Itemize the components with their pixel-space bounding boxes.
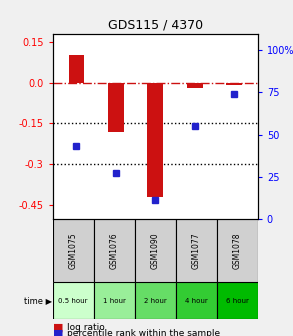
Bar <box>187 83 203 88</box>
FancyBboxPatch shape <box>135 282 176 319</box>
FancyBboxPatch shape <box>53 219 94 282</box>
Text: 0.5 hour: 0.5 hour <box>59 298 88 304</box>
Text: 1 hour: 1 hour <box>103 298 126 304</box>
FancyBboxPatch shape <box>176 219 217 282</box>
FancyBboxPatch shape <box>217 219 258 282</box>
Text: 2 hour: 2 hour <box>144 298 167 304</box>
Text: GSM1075: GSM1075 <box>69 232 78 269</box>
Text: GSM1077: GSM1077 <box>192 232 201 269</box>
Text: time ▶: time ▶ <box>24 296 52 305</box>
Text: ■: ■ <box>53 328 63 336</box>
FancyBboxPatch shape <box>94 282 135 319</box>
Text: ■: ■ <box>53 323 63 333</box>
Text: GSM1090: GSM1090 <box>151 232 160 269</box>
Text: GSM1078: GSM1078 <box>233 232 242 269</box>
Text: log ratio: log ratio <box>67 323 105 332</box>
FancyBboxPatch shape <box>53 282 94 319</box>
FancyBboxPatch shape <box>176 282 217 319</box>
FancyBboxPatch shape <box>94 219 135 282</box>
Text: GSM1076: GSM1076 <box>110 232 119 269</box>
FancyBboxPatch shape <box>217 282 258 319</box>
Text: percentile rank within the sample: percentile rank within the sample <box>67 329 221 336</box>
Bar <box>108 83 124 132</box>
Text: 6 hour: 6 hour <box>226 298 249 304</box>
FancyBboxPatch shape <box>135 219 176 282</box>
Bar <box>69 55 84 83</box>
Bar <box>147 83 163 197</box>
Title: GDS115 / 4370: GDS115 / 4370 <box>108 18 203 31</box>
Bar <box>226 83 242 85</box>
Text: 4 hour: 4 hour <box>185 298 208 304</box>
